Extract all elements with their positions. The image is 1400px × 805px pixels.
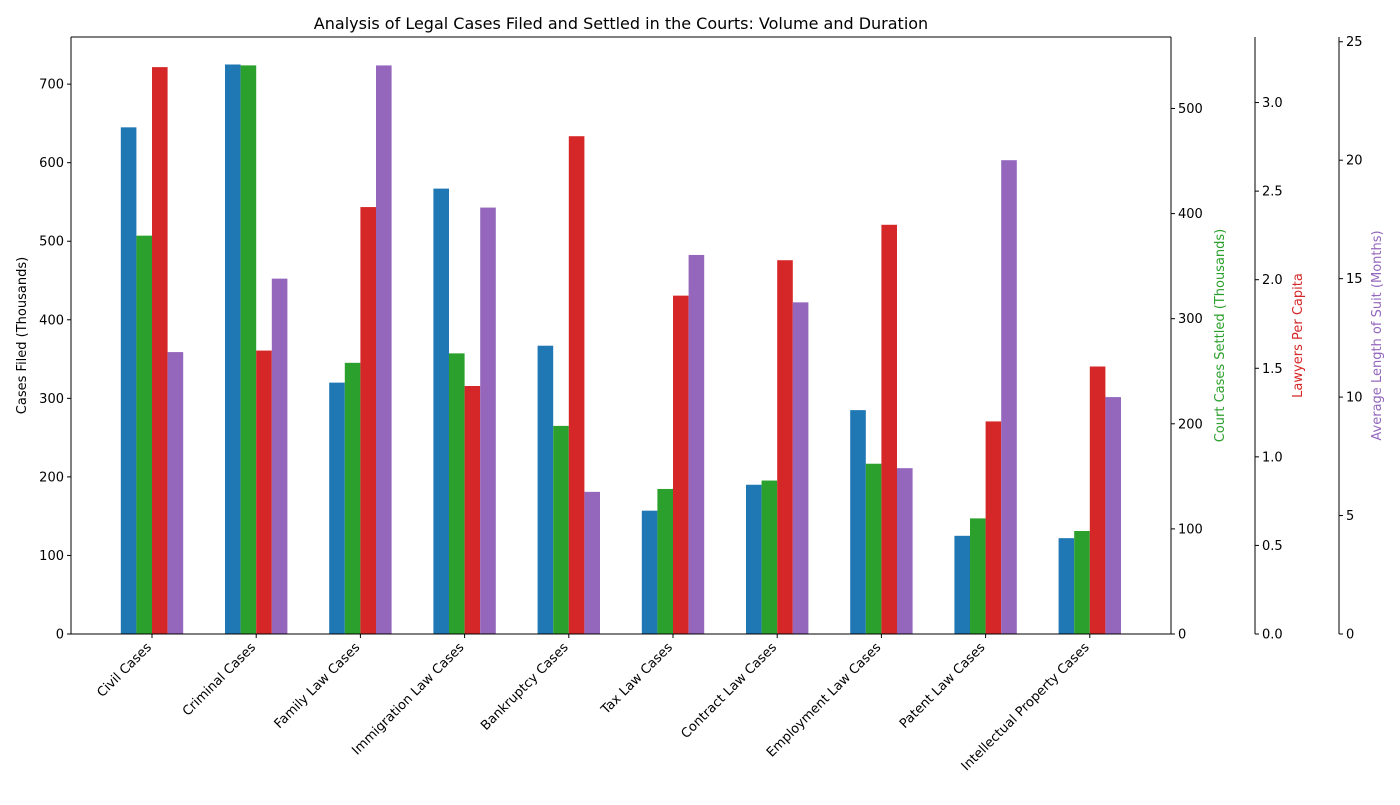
bar-series-2-employment-law-cases: [865, 463, 882, 634]
bar-series-1-civil-cases: [120, 127, 137, 635]
y-left-tick-label: 500: [39, 235, 64, 250]
y-right-tick-label: 25: [1346, 35, 1363, 50]
bar-series-2-contract-law-cases: [761, 480, 778, 634]
bar-series-3-bankruptcy-cases: [568, 136, 585, 634]
bar-series-2-patent-law-cases: [970, 518, 986, 634]
y-right-tick-label: 1.5: [1262, 362, 1283, 377]
bar-series-2-civil-cases: [136, 235, 152, 634]
bar-series-4-contract-law-cases: [792, 302, 809, 634]
y-right-tick-label: 400: [1178, 207, 1203, 222]
bar-series-3-contract-law-cases: [777, 260, 793, 634]
y-right-tick-label: 1.0: [1262, 450, 1283, 465]
bar-series-1-tax-law-cases: [641, 510, 658, 634]
y-right-tick-label: 0.5: [1262, 539, 1283, 554]
x-tick-label: Family Law Cases: [272, 640, 364, 732]
bar-series-2-family-law-cases: [344, 362, 361, 634]
y-right-tick-label: 15: [1346, 272, 1363, 287]
y-right-tick-label: 500: [1178, 102, 1203, 117]
bar-series-4-patent-law-cases: [1001, 160, 1017, 634]
bar-series-4-family-law-cases: [376, 65, 392, 634]
x-tick-label: Employment Law Cases: [764, 640, 884, 760]
x-tick-label: Civil Cases: [94, 640, 154, 700]
x-tick-label: Criminal Cases: [180, 640, 259, 719]
bar-series-1-family-law-cases: [329, 382, 345, 634]
bar-series-4-bankruptcy-cases: [584, 491, 600, 634]
y-right-tick-label: 100: [1178, 522, 1203, 537]
x-tick-label: Contract Law Cases: [678, 640, 780, 742]
bar-series-4-civil-cases: [167, 352, 184, 634]
bar-series-3-civil-cases: [152, 67, 168, 635]
bar-series-4-employment-law-cases: [897, 468, 913, 634]
y-right-tick-label: 5: [1346, 509, 1354, 524]
bar-series-1-criminal-cases: [225, 64, 241, 635]
bar-series-4-tax-law-cases: [688, 254, 705, 634]
y-right-tick-label: 3.0: [1262, 96, 1283, 111]
y-right-tick-label: 20: [1346, 154, 1363, 169]
y-right-tick-label: 0: [1178, 628, 1186, 643]
y-right-tick-label: 2.5: [1262, 185, 1283, 200]
x-tick-label: Patent Law Cases: [897, 640, 989, 732]
bar-series-1-bankruptcy-cases: [537, 345, 554, 634]
bar-series-3-intellectual-property-cases: [1089, 366, 1106, 634]
bar-series-1-employment-law-cases: [850, 410, 866, 634]
bar-series-1-contract-law-cases: [746, 484, 762, 634]
bar-series-1-immigration-law-cases: [433, 188, 449, 635]
y-left-tick-label: 100: [39, 549, 64, 564]
y-right-tick-label: 10: [1346, 391, 1363, 406]
y-right-tick-label: 2.0: [1262, 273, 1283, 288]
bar-series-2-bankruptcy-cases: [553, 425, 569, 634]
bar-series-3-employment-law-cases: [881, 224, 897, 635]
y-left-tick-label: 600: [39, 156, 64, 171]
y-right-axis-label-3: Lawyers Per Capita: [1291, 273, 1306, 398]
y-right-axis-label-2: Court Cases Settled (Thousands): [1213, 229, 1228, 443]
y-left-tick-label: 200: [39, 470, 64, 485]
bar-series-3-tax-law-cases: [673, 295, 689, 634]
bars-layer: [120, 64, 1121, 635]
x-tick-label: Bankruptcy Cases: [478, 640, 572, 734]
bar-series-2-intellectual-property-cases: [1074, 530, 1090, 634]
bar-series-1-intellectual-property-cases: [1058, 538, 1075, 634]
bar-series-3-immigration-law-cases: [464, 385, 481, 634]
y-right-axis-label-4: Average Length of Suit (Months): [1370, 230, 1385, 440]
y-right-tick-label: 0.0: [1262, 628, 1283, 643]
y-left-tick-label: 400: [39, 313, 64, 328]
bar-series-3-family-law-cases: [360, 207, 376, 634]
y-left-tick-label: 300: [39, 392, 64, 407]
bar-series-2-criminal-cases: [240, 65, 257, 634]
y-right-tick-label: 200: [1178, 417, 1203, 432]
y-left-axis-label: Cases Filed (Thousands): [15, 257, 30, 414]
x-tick-label: Immigration Law Cases: [349, 640, 467, 758]
bar-series-4-intellectual-property-cases: [1105, 397, 1121, 634]
bar-series-1-patent-law-cases: [954, 535, 970, 634]
bar-series-4-criminal-cases: [271, 278, 288, 634]
bar-series-2-tax-law-cases: [657, 488, 673, 634]
y-left-tick-label: 0: [56, 628, 64, 643]
bar-series-2-immigration-law-cases: [449, 353, 465, 634]
bar-series-3-criminal-cases: [256, 350, 272, 634]
y-right-tick-label: 300: [1178, 312, 1203, 327]
bar-series-4-immigration-law-cases: [480, 207, 496, 635]
bar-series-3-patent-law-cases: [985, 421, 1002, 634]
x-tick-label: Tax Law Cases: [598, 640, 676, 718]
y-left-tick-label: 700: [39, 78, 64, 93]
y-right-tick-label: 0: [1346, 628, 1354, 643]
chart-title: Analysis of Legal Cases Filed and Settle…: [314, 14, 928, 33]
